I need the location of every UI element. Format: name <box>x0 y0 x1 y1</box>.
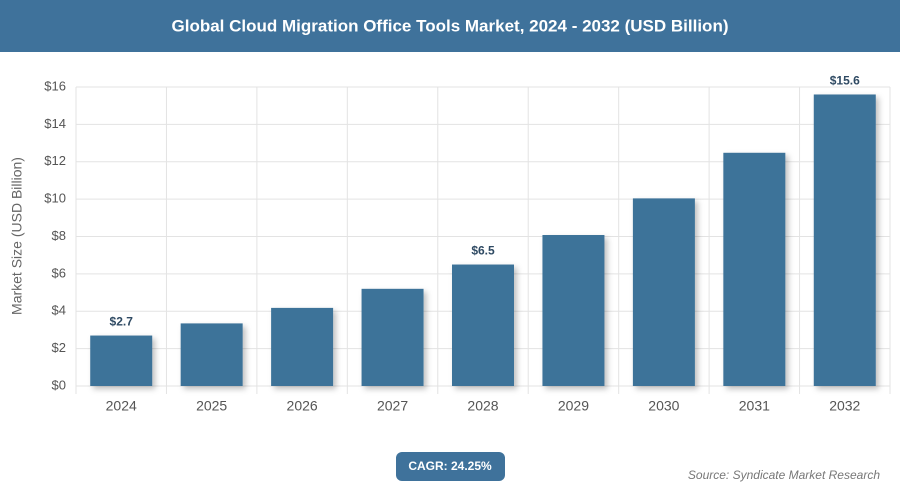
bar <box>723 152 786 386</box>
chart-title: Global Cloud Migration Office Tools Mark… <box>172 16 729 35</box>
x-tick-label: 2030 <box>648 398 679 414</box>
bar <box>813 94 876 386</box>
y-tick-label: $14 <box>44 116 66 131</box>
bar <box>271 307 334 386</box>
x-tick-label: 2028 <box>467 398 498 414</box>
y-tick-label: $16 <box>44 78 66 93</box>
y-tick-label: $6 <box>52 265 66 280</box>
bar <box>180 323 243 386</box>
cagr-badge <box>396 452 505 481</box>
x-tick-label: 2032 <box>829 398 860 414</box>
value-label: $6.5 <box>471 244 495 258</box>
source-note: Source: Syndicate Market Research <box>688 468 880 482</box>
y-tick-label: $2 <box>52 340 66 355</box>
bar <box>90 335 153 386</box>
y-tick-label: $12 <box>44 153 66 168</box>
bar <box>452 264 514 386</box>
y-tick-label: $8 <box>52 228 66 243</box>
x-tick-label: 2024 <box>106 398 137 414</box>
bar <box>361 288 424 386</box>
bar <box>632 198 695 386</box>
x-tick-label: 2025 <box>196 398 227 414</box>
x-tick-label: 2026 <box>287 398 318 414</box>
value-label: $2.7 <box>110 315 134 329</box>
header-band <box>0 0 900 52</box>
y-axis-title: Market Size (USD Billion) <box>9 157 25 315</box>
y-tick-label: $10 <box>44 191 66 206</box>
x-tick-label: 2031 <box>739 398 770 414</box>
y-tick-label: $0 <box>52 377 66 392</box>
value-label: $15.6 <box>830 74 860 88</box>
x-tick-label: 2027 <box>377 398 408 414</box>
cagr-label: CAGR: 24.25% <box>408 459 492 473</box>
bar <box>542 235 605 386</box>
x-tick-label: 2029 <box>558 398 589 414</box>
y-tick-label: $4 <box>52 303 66 318</box>
